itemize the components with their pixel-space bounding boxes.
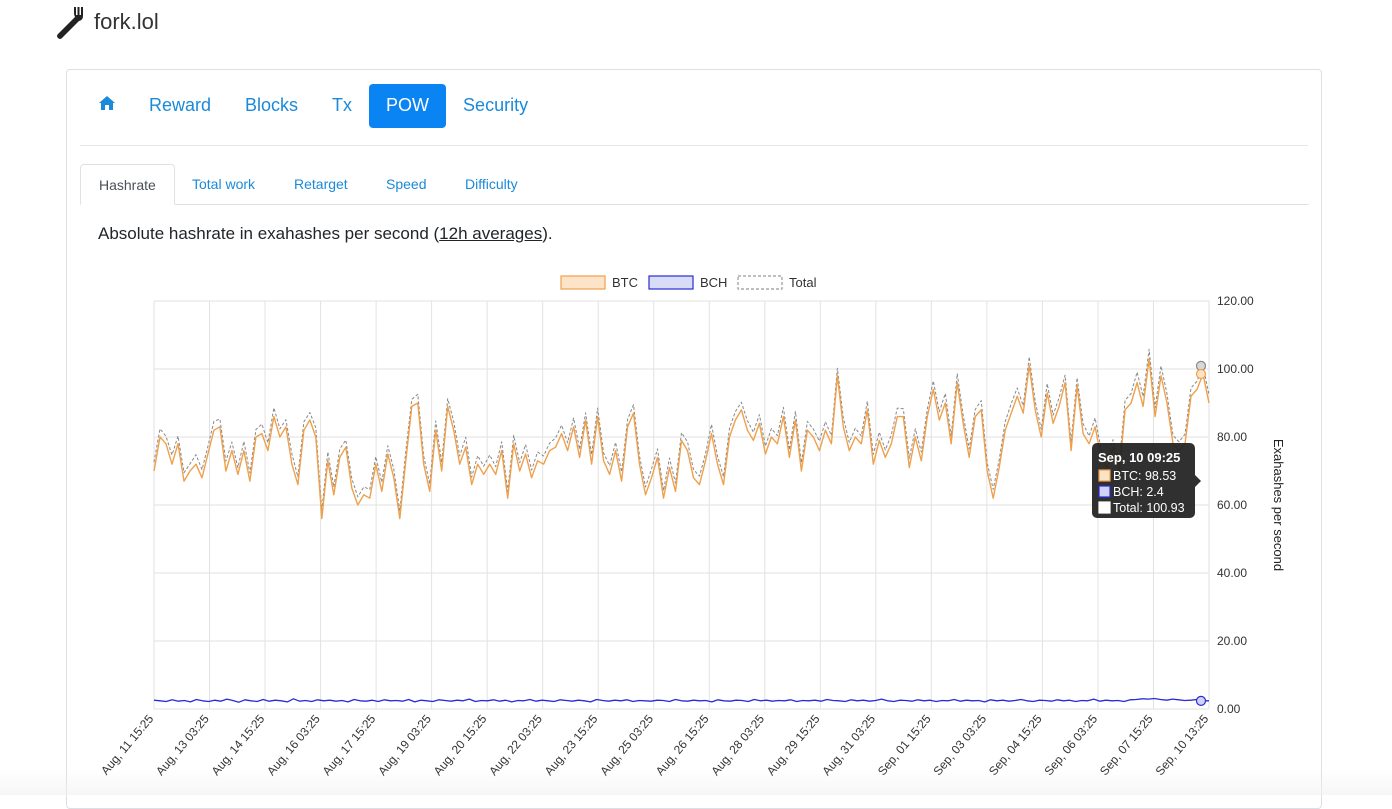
legend-swatch-bch xyxy=(648,275,694,290)
tooltip-line: BCH: 2.4 xyxy=(1113,485,1164,499)
x-tick-label: Aug, 13 03:25 xyxy=(153,712,212,778)
hover-point-btc xyxy=(1195,368,1207,380)
sub-tabs: Hashrate Total work Retarget Speed Diffi… xyxy=(80,164,1309,205)
averages-link[interactable]: 12h averages xyxy=(439,224,543,243)
x-tick-label: Aug, 26 15:25 xyxy=(653,712,712,778)
tooltip-swatch xyxy=(1098,485,1111,498)
brand-name: fork.lol xyxy=(94,9,159,34)
x-tick-label: Aug, 16 03:25 xyxy=(264,712,323,778)
x-tick-label: Aug, 28 03:25 xyxy=(708,712,767,778)
x-tick-label: Aug, 23 15:25 xyxy=(542,712,601,778)
chart-description: Absolute hashrate in exahashes per secon… xyxy=(98,224,553,244)
x-tick-label: Sep, 10 13:25 xyxy=(1153,712,1212,778)
y-tick-label: 80.00 xyxy=(1217,430,1247,444)
tab-difficulty[interactable]: Difficulty xyxy=(465,175,518,192)
description-text: Absolute hashrate in exahashes per secon… xyxy=(98,224,440,243)
top-nav: Reward Blocks Tx POW Security xyxy=(82,83,545,128)
legend-swatch-btc xyxy=(560,275,606,290)
x-tick-label: Sep, 04 15:25 xyxy=(986,712,1045,778)
home-icon xyxy=(98,95,116,116)
x-tick-label: Aug, 11 15:25 xyxy=(98,712,156,778)
legend-label-total: Total xyxy=(789,275,817,290)
x-tick-label: Aug, 19 03:25 xyxy=(375,712,434,778)
x-tick-label: Aug, 29 15:25 xyxy=(764,712,823,778)
series-line-btc xyxy=(153,358,1210,520)
legend-label-bch: BCH xyxy=(700,275,727,290)
tooltip-caret xyxy=(1195,475,1201,487)
x-tick-label: Aug, 22 03:25 xyxy=(486,712,545,778)
y-tick-label: 0.00 xyxy=(1217,702,1241,716)
series-line-bch xyxy=(153,697,1209,703)
tooltip-title: Sep, 10 09:25 xyxy=(1098,450,1180,465)
tooltip-swatch xyxy=(1098,469,1111,482)
y-tick-label: 40.00 xyxy=(1217,566,1247,580)
y-tick-label: 20.00 xyxy=(1217,634,1247,648)
tooltip-swatch xyxy=(1098,501,1111,514)
tab-retarget[interactable]: Retarget xyxy=(294,175,348,192)
tab-total-work[interactable]: Total work xyxy=(192,175,256,192)
nav-blocks[interactable]: Blocks xyxy=(245,95,299,115)
nav-divider xyxy=(80,145,1308,146)
brand[interactable]: fork.lol xyxy=(52,4,159,40)
x-tick-label: Aug, 31 03:25 xyxy=(819,712,878,778)
series-line-total xyxy=(153,348,1210,512)
tooltip-line: BTC: 98.53 xyxy=(1113,469,1176,483)
tab-speed[interactable]: Speed xyxy=(386,175,427,192)
legend-swatch-total xyxy=(737,275,783,290)
x-tick-label: Sep, 06 03:25 xyxy=(1041,712,1100,778)
y-tick-label: 100.00 xyxy=(1217,362,1254,376)
nav-reward[interactable]: Reward xyxy=(149,95,212,115)
nav-pow[interactable]: POW xyxy=(369,83,447,128)
x-tick-label: Sep, 01 15:25 xyxy=(875,712,934,778)
nav-home[interactable] xyxy=(82,84,132,128)
description-suffix: ). xyxy=(542,224,553,243)
main-card xyxy=(66,69,1322,809)
fork-icon xyxy=(52,5,86,39)
tooltip-line: Total: 100.93 xyxy=(1113,501,1185,515)
tab-hashrate[interactable]: Hashrate xyxy=(80,164,175,205)
x-tick-label: Sep, 07 15:25 xyxy=(1097,712,1156,778)
hover-point-bch xyxy=(1195,695,1207,706)
x-tick-label: Aug, 25 03:25 xyxy=(597,712,656,778)
tooltip-box xyxy=(1092,443,1195,518)
y-tick-label: 120.00 xyxy=(1217,294,1254,308)
x-tick-label: Sep, 03 03:25 xyxy=(930,712,989,778)
y-tick-label: 60.00 xyxy=(1217,498,1247,512)
x-tick-label: Aug, 17 15:25 xyxy=(320,712,379,778)
nav-security[interactable]: Security xyxy=(463,95,529,115)
x-tick-label: Aug, 14 15:25 xyxy=(209,712,268,778)
x-tick-label: Aug, 20 15:25 xyxy=(431,712,490,778)
y-axis-label: Exahashes per second xyxy=(1271,439,1286,571)
legend-label-btc: BTC xyxy=(612,275,638,290)
nav-tx[interactable]: Tx xyxy=(332,95,353,115)
